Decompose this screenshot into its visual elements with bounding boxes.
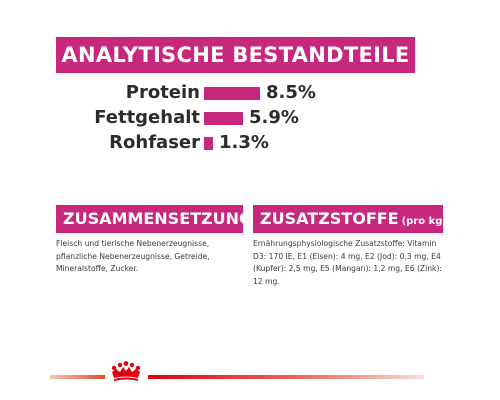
nutrient-bar-fiber: [204, 137, 213, 150]
nutrient-value-protein: 8.5%: [266, 82, 316, 103]
footer-line-right: [148, 375, 424, 379]
nutrient-label: Protein: [125, 82, 200, 103]
composition-text: Fleisch und tierische Nebenerzeugnisse, …: [56, 239, 210, 273]
nutrient-label: Fettgehalt: [94, 107, 200, 128]
additives-title-text: ZUSATZSTOFFE: [260, 209, 399, 228]
composition-title: ZUSAMMENSETZUNG: [56, 205, 243, 233]
nutrient-value-fat: 5.9%: [249, 107, 299, 128]
nutrient-value-fiber: 1.3%: [219, 132, 269, 153]
composition-title-text: ZUSAMMENSETZUNG: [63, 209, 243, 228]
additives-text: Ernährungsphysiologische Zusatzstoffe: V…: [253, 239, 442, 286]
analytical-constituents-title: ANALYTISCHE BESTANDTEILE: [56, 37, 415, 73]
nutrient-bar-protein: [204, 87, 260, 100]
additives-title-suffix: (pro kg): [401, 216, 443, 227]
footer-line-left: [50, 375, 105, 379]
royal-canin-crown-icon: [111, 361, 141, 381]
nutrient-bar-fat: [204, 112, 243, 125]
nutrient-row-fiber: Rohfaser: [90, 130, 200, 156]
additives-title: ZUSATZSTOFFE (pro kg): [253, 205, 443, 233]
nutrient-row-fat: Fettgehalt: [90, 105, 200, 131]
nutrient-label: Rohfaser: [109, 132, 200, 153]
nutrient-row-protein: Protein: [90, 80, 200, 106]
